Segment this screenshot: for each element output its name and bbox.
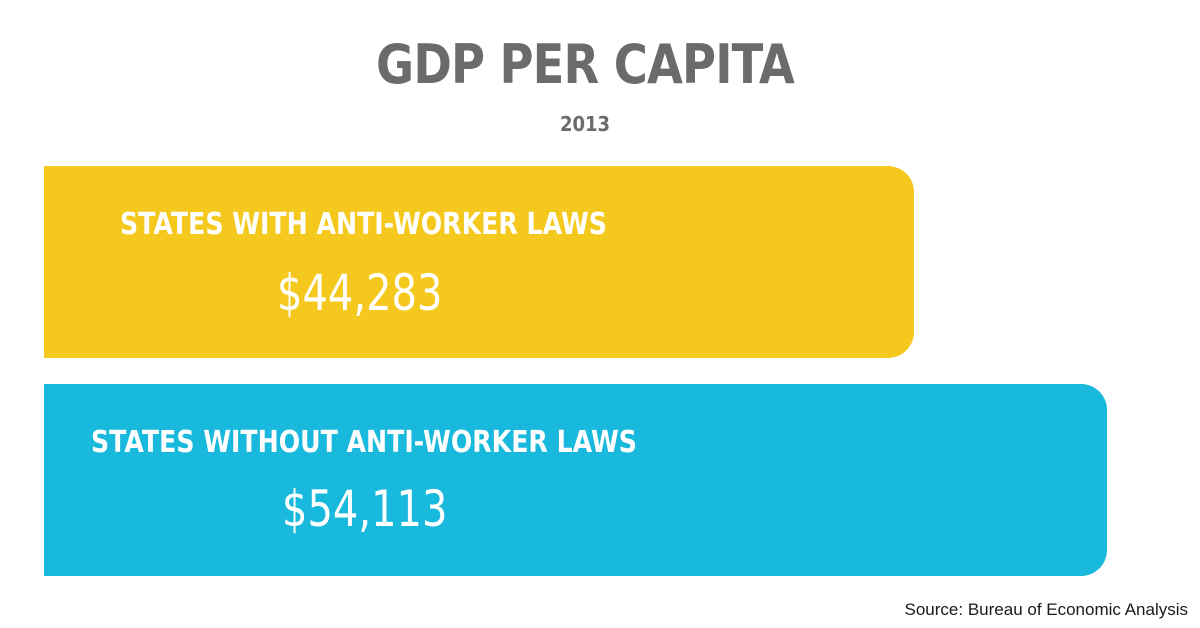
bar-category-label: STATES WITHOUT ANTI-WORKER LAWS: [91, 425, 637, 460]
source-note: Source: Bureau of Economic Analysis: [904, 600, 1188, 619]
bar-2: STATES WITHOUT ANTI-WORKER LAWS $54,113: [44, 384, 1107, 576]
bar-value-label: $44,283: [277, 264, 443, 322]
bar-1: STATES WITH ANTI-WORKER LAWS $44,283: [44, 166, 914, 358]
bar-category-label: STATES WITH ANTI-WORKER LAWS: [120, 207, 607, 242]
bar-value-label: $54,113: [282, 480, 448, 538]
chart-title: GDP PER CAPITA: [376, 33, 795, 96]
chart-subtitle: 2013: [559, 112, 611, 136]
